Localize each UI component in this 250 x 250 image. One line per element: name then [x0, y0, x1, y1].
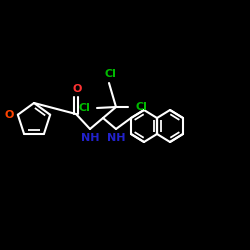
Text: NH: NH	[107, 133, 125, 143]
Text: Cl: Cl	[135, 102, 147, 112]
Text: Cl: Cl	[104, 69, 116, 79]
Text: NH: NH	[81, 133, 99, 143]
Text: Cl: Cl	[78, 103, 90, 113]
Text: O: O	[4, 110, 14, 120]
Text: O: O	[72, 84, 82, 94]
